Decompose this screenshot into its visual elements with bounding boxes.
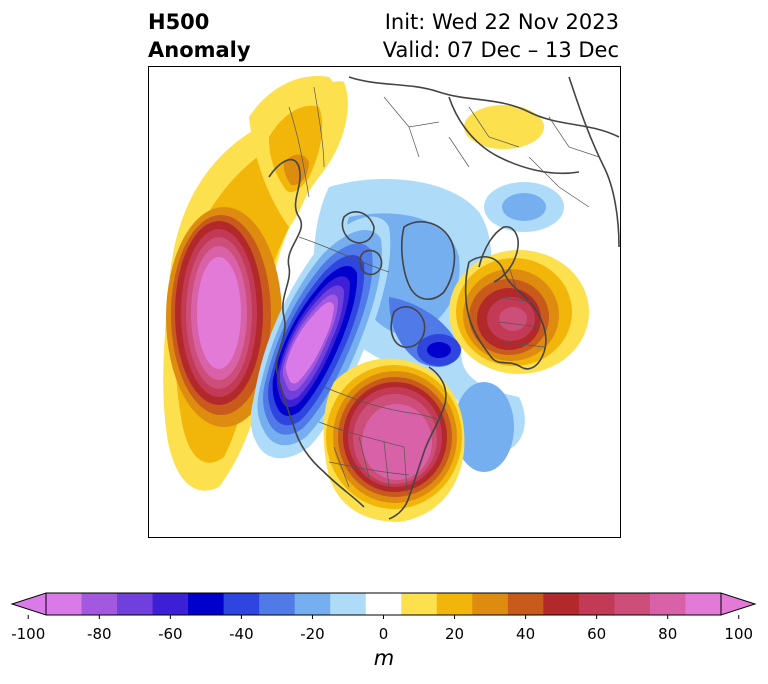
europe-trough bbox=[484, 182, 564, 232]
colorbar-swatch bbox=[507, 593, 544, 615]
colorbar-swatch bbox=[685, 593, 722, 615]
colorbar-swatch bbox=[81, 593, 118, 615]
siberia-ridge bbox=[464, 105, 544, 149]
colorbar-swatch bbox=[294, 593, 331, 615]
western-trough bbox=[250, 216, 391, 459]
colorbar-swatch bbox=[46, 593, 83, 615]
colorbar-tick-label: -40 bbox=[229, 625, 254, 643]
alaska-ridge bbox=[249, 76, 339, 228]
colorbar-swatch bbox=[223, 593, 260, 615]
colorbar-tick-label: -60 bbox=[158, 625, 183, 643]
chart-title-left: H500 Anomaly bbox=[148, 8, 251, 64]
colorbar-swatch bbox=[543, 593, 580, 615]
colorbar-swatch bbox=[578, 593, 615, 615]
colorbar-swatch bbox=[472, 593, 509, 615]
colorbar-swatch bbox=[117, 593, 154, 615]
title-line-1: H500 bbox=[148, 10, 210, 34]
colorbar-extend-min bbox=[10, 592, 47, 616]
colorbar-tick-label: 20 bbox=[445, 625, 465, 643]
colorbar bbox=[10, 592, 757, 619]
init-time: Init: Wed 22 Nov 2023 bbox=[384, 10, 619, 34]
colorbar-swatch bbox=[649, 593, 686, 615]
colorbar-swatch bbox=[365, 593, 402, 615]
colorbar-swatch bbox=[436, 593, 473, 615]
colorbar-tick-label: -100 bbox=[11, 625, 46, 643]
colorbar-swatch bbox=[259, 593, 296, 615]
europe-ridge bbox=[449, 250, 589, 374]
colorbar-tick-label: 100 bbox=[724, 625, 754, 643]
colorbar-units: m bbox=[373, 646, 395, 670]
colorbar-swatch bbox=[330, 593, 367, 615]
chart-title-right: Init: Wed 22 Nov 2023 Valid: 07 Dec – 13… bbox=[383, 8, 619, 64]
anomaly-map bbox=[148, 66, 621, 538]
colorbar-swatch bbox=[401, 593, 438, 615]
valid-time: Valid: 07 Dec – 13 Dec bbox=[382, 38, 619, 62]
map-canvas bbox=[149, 76, 620, 522]
colorbar-tick-label: -80 bbox=[87, 625, 112, 643]
colorbar-tick-label: 0 bbox=[378, 625, 389, 643]
atlantic-trough-core bbox=[454, 382, 514, 472]
colorbar-extend-max bbox=[720, 592, 757, 616]
title-line-2: Anomaly bbox=[148, 38, 251, 62]
political-borders bbox=[288, 86, 600, 493]
eastern-ridge bbox=[323, 358, 465, 522]
colorbar-tick-label: 80 bbox=[658, 625, 678, 643]
colorbar-swatch bbox=[188, 593, 225, 615]
colorbar-tick-label: 60 bbox=[587, 625, 607, 643]
colorbar-tick-label: -20 bbox=[300, 625, 325, 643]
colorbar-swatch bbox=[152, 593, 189, 615]
colorbar-tick-label: 40 bbox=[516, 625, 536, 643]
coastlines bbox=[268, 76, 620, 520]
colorbar-swatch bbox=[614, 593, 651, 615]
